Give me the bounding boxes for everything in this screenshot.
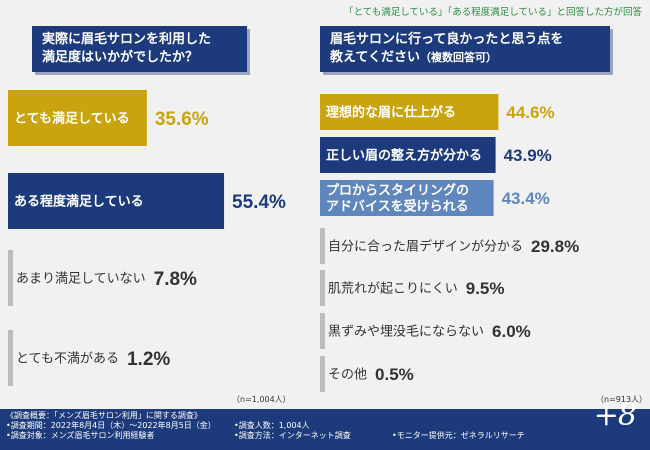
right-bar-2 (320, 180, 494, 216)
right-bar-0 (320, 94, 499, 130)
right-question-main: 教えてください (330, 50, 420, 65)
right-question-box: 眉毛サロンに行って良かったと思う点を 教えてください（複数回答可） (320, 26, 610, 72)
left-question-box: 実際に眉毛サロンを利用した 満足度はいかがでしたか？ (32, 26, 247, 72)
left-category-label-0: とても満足している (14, 111, 130, 127)
footer-target: •調査対象：メンズ眉毛サロン利用経験者 (6, 431, 155, 440)
footer-period: •調査期間：2022年8月4日（木）～2022年8月5日（金） (6, 421, 216, 430)
footer-provider: •モニター提供元：ゼネラルリサーチ (392, 431, 525, 440)
left-bar-1 (8, 173, 225, 229)
right-question-line-1: 眉毛サロンに行って良かったと思う点を (330, 32, 564, 47)
footer-respondents: •調査人数：1,004人 (234, 421, 310, 430)
left-value-label-3: 1.2% (127, 349, 170, 370)
right-bar-5 (320, 313, 325, 349)
left-category-label-1: ある程度満足している (14, 194, 144, 210)
left-value-label-0: 35.6% (155, 109, 209, 130)
right-category-label-1: 正しい眉の整え方が分かる (326, 148, 482, 164)
footer-summary: 《調査概要：「メンズ眉毛サロン利用」に関する調査》 (6, 411, 202, 420)
right-sample-size: （n=913人） (596, 395, 648, 404)
left-category-label-3: とても不満がある (16, 352, 119, 367)
right-value-label-6: 0.5% (375, 365, 414, 384)
right-category-label-2-line-1: アドバイスを受けられる (326, 199, 469, 215)
footer: 《調査概要：「メンズ眉毛サロン利用」に関する調査》 •調査期間：2022年8月4… (0, 398, 650, 450)
right-value-label-3: 29.8% (531, 237, 579, 256)
left-question-line-1: 実際に眉毛サロンを利用した (42, 32, 212, 47)
right-category-label-3: 自分に合った眉デザインが分かる (328, 239, 523, 255)
left-value-label-1: 55.4% (232, 192, 286, 213)
right-category-label-6: その他 (328, 368, 367, 383)
right-value-label-0: 44.6% (506, 103, 554, 122)
right-value-label-4: 9.5% (466, 279, 505, 298)
right-bar-6 (320, 356, 325, 392)
right-category-label-2-line-0: プロからスタイリングの (326, 183, 469, 199)
left-value-label-2: 7.8% (154, 269, 197, 290)
left-sample-size: （n=1,004人） (232, 395, 291, 404)
right-category-label-5: 黒ずみや埋没毛にならない (328, 325, 484, 340)
brand-logo: +8 (593, 398, 637, 433)
right-bar-4 (320, 270, 325, 306)
right-category-label-4: 肌荒れが起こりにくい (328, 282, 458, 297)
right-question-sub: （複数回答可） (419, 51, 497, 64)
right-category-label-0: 理想的な眉に仕上がる (326, 105, 456, 121)
left-bar-3 (8, 330, 13, 386)
right-question-line-2: 教えてください（複数回答可） (330, 49, 600, 67)
header-note: 「とても満足している」「ある程度満足している」と回答した方が回答 (344, 7, 642, 18)
left-bar-0 (8, 90, 147, 146)
right-value-label-1: 43.9% (504, 146, 552, 165)
charts-canvas: とても満足している 35.6% ある程度満足している 55.4% あまり満足していない 7… (8, 90, 579, 392)
footer-method: •調査方法：インターネット調査 (234, 431, 351, 440)
right-bar-1 (320, 137, 496, 173)
left-question-line-2: 満足度はいかがでしたか？ (42, 50, 199, 65)
right-bar-3 (320, 228, 325, 264)
left-bar-2 (8, 250, 13, 306)
left-category-label-2: あまり満足していない (16, 272, 146, 287)
right-value-label-5: 6.0% (492, 322, 531, 341)
right-value-label-2: 43.4% (502, 189, 550, 208)
